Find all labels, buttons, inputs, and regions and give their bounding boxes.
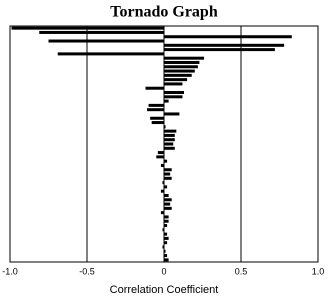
bar — [164, 82, 183, 86]
bar — [164, 133, 175, 137]
bar — [164, 219, 169, 223]
bar — [164, 241, 168, 245]
bar — [164, 176, 172, 180]
bar — [164, 254, 168, 258]
bar — [162, 245, 164, 249]
bar — [164, 159, 168, 163]
bar — [164, 48, 275, 52]
bar — [164, 224, 168, 228]
bar — [164, 249, 166, 253]
bar — [164, 56, 205, 60]
bar — [164, 35, 292, 39]
bar — [39, 30, 165, 34]
bar — [164, 202, 171, 206]
bar — [164, 95, 183, 99]
bar — [162, 228, 164, 232]
bar — [160, 189, 164, 193]
bar — [164, 73, 192, 77]
bar — [164, 168, 172, 172]
x-tick-label: 0.5 — [235, 266, 248, 276]
x-axis-label: Correlation Coefficient — [110, 284, 219, 296]
bar — [147, 108, 164, 112]
bar — [164, 91, 185, 95]
bar — [48, 39, 164, 43]
bar — [164, 172, 171, 176]
bar — [164, 43, 285, 47]
bar — [11, 26, 165, 30]
bar — [164, 215, 169, 219]
bar — [164, 69, 195, 73]
bar — [156, 155, 164, 159]
bar — [148, 103, 164, 107]
bar — [164, 78, 188, 82]
bar — [150, 116, 164, 120]
bar — [164, 99, 169, 103]
bar — [164, 129, 177, 133]
bar — [164, 125, 166, 129]
bar — [164, 185, 168, 189]
bar — [164, 60, 200, 64]
bar — [151, 121, 164, 125]
x-tick-label: 1.0 — [312, 266, 325, 276]
bar — [164, 146, 175, 150]
bar — [160, 163, 164, 167]
bar — [164, 232, 168, 236]
chart-title: Tornado Graph — [110, 4, 218, 21]
bar — [157, 151, 164, 155]
bar — [164, 112, 180, 116]
bar — [164, 65, 198, 69]
x-tick-label: -1.0 — [2, 266, 18, 276]
x-tick-label: -0.5 — [79, 266, 95, 276]
bar — [164, 142, 174, 146]
bar — [162, 181, 164, 185]
bar — [164, 193, 169, 197]
bar — [145, 86, 164, 90]
bar — [164, 206, 172, 210]
bar — [164, 236, 169, 240]
bar — [164, 138, 175, 142]
bar — [164, 258, 169, 262]
bar — [57, 52, 164, 56]
bar — [160, 211, 164, 215]
x-tick-label: 0 — [161, 266, 166, 276]
bar — [164, 198, 172, 202]
